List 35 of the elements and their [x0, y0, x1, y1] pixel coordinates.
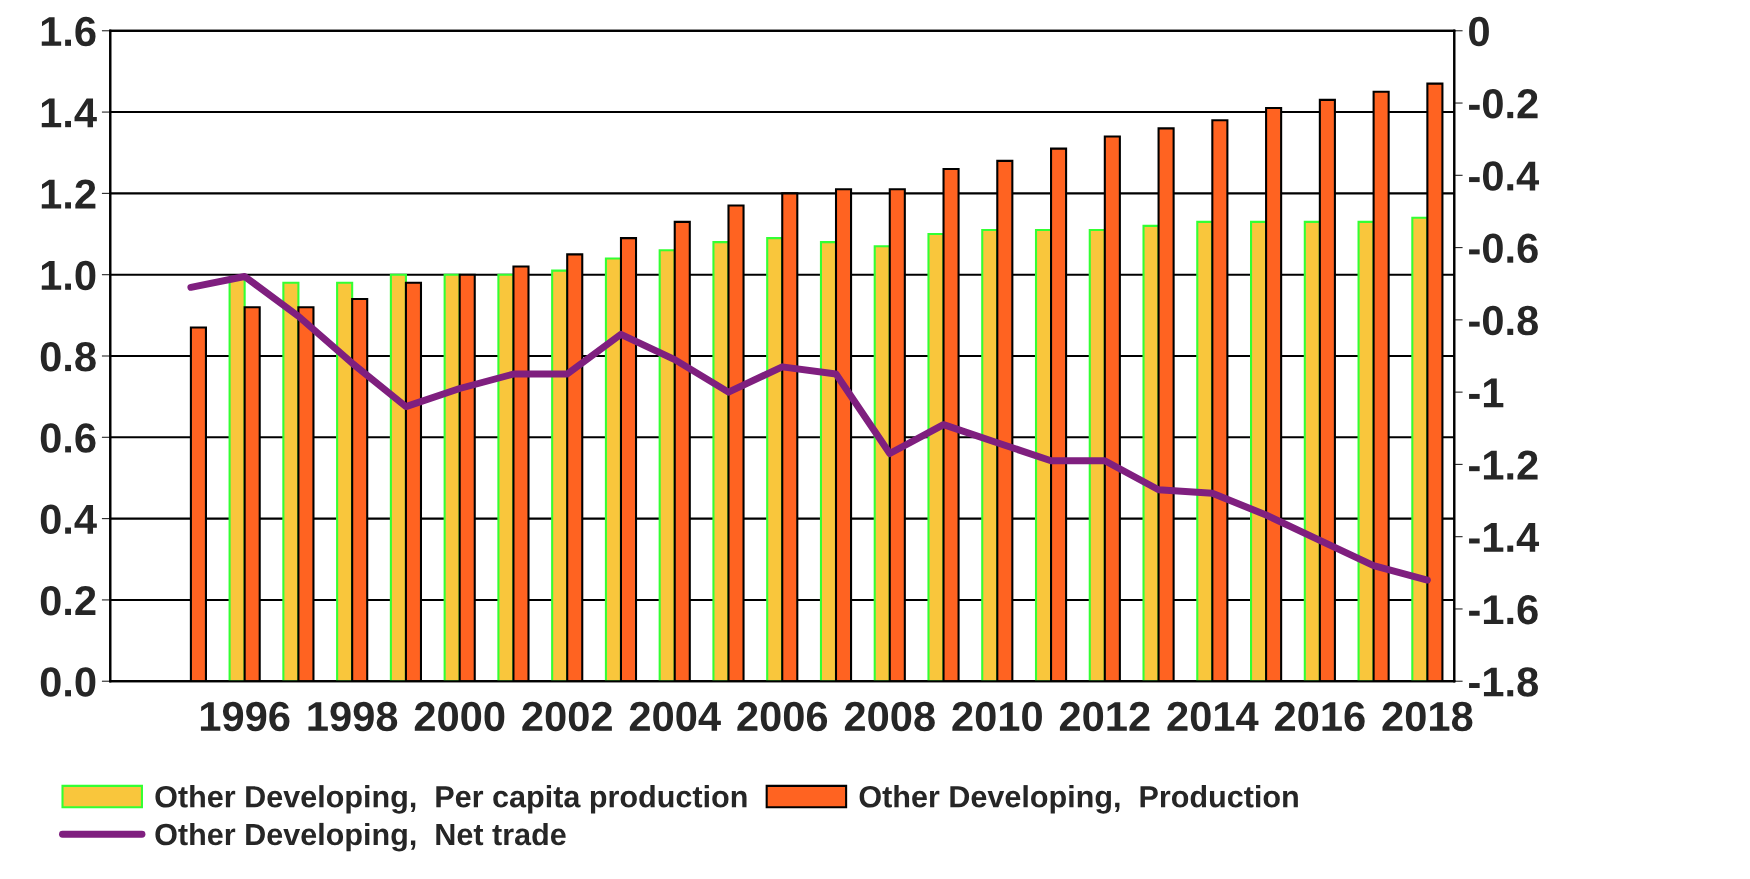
y2-tick-label: -1.8 — [1469, 667, 1538, 697]
legend-label: Other Developing, Per capita production — [155, 785, 747, 814]
y-tick-label: 1.2 — [41, 179, 96, 209]
y-tick-label: 0.4 — [40, 504, 97, 535]
x-tick-label: 2014 — [1167, 701, 1259, 732]
bar — [1142, 224, 1160, 682]
y2-tick-label: 0 — [1469, 16, 1489, 47]
x-tick-label: 2018 — [1382, 701, 1473, 732]
y2-tick-label: -1 — [1469, 378, 1504, 408]
x-tick-label: 2006 — [737, 701, 828, 732]
y2-tick-label: -1.4 — [1469, 523, 1540, 552]
x-tick-label: 2004 — [629, 701, 721, 732]
y2-tick-label: -1.6 — [1469, 594, 1538, 625]
x-tick-label: 1998 — [308, 701, 398, 732]
y2-tick-label: -0.8 — [1469, 305, 1538, 336]
legend-label: Other Developing, Production — [859, 785, 1298, 814]
y2-tick-label: -1.2 — [1469, 450, 1538, 480]
x-tick-label: 2010 — [952, 701, 1042, 732]
x-tick-label: 1996 — [200, 701, 290, 732]
x-tick-label: 2002 — [522, 701, 612, 732]
y-tick-label: 0.6 — [40, 423, 96, 453]
y2-tick-label: -0.4 — [1469, 161, 1540, 191]
y-tick-label: 0.0 — [40, 667, 96, 697]
y-tick-label: 1.0 — [41, 260, 96, 291]
y-tick-label: 1.6 — [41, 16, 96, 47]
y-tick-label: 0.8 — [40, 342, 96, 372]
y2-tick-label: -0.2 — [1469, 89, 1538, 119]
x-tick-label: 2000 — [414, 701, 505, 732]
x-tick-label: 2012 — [1059, 701, 1150, 732]
y-tick-label: 0.2 — [40, 585, 96, 616]
y2-tick-label: -0.6 — [1469, 233, 1538, 264]
x-tick-label: 2008 — [844, 701, 935, 732]
y-tick-label: 1.4 — [41, 98, 97, 128]
legend-label: Other Developing, Net trade — [155, 822, 566, 852]
x-tick-label: 2016 — [1274, 701, 1365, 732]
